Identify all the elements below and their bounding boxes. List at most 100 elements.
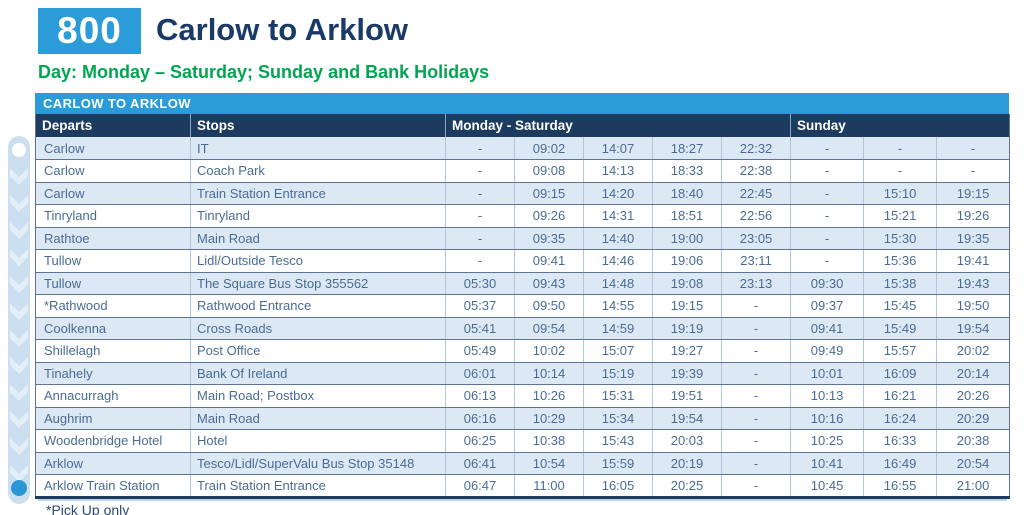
departs-cell: Tullow [35, 272, 191, 295]
monsat-time-cell: - [720, 452, 791, 475]
sunday-time-cell: - [863, 137, 937, 160]
monsat-time-cell: 06:13 [445, 384, 515, 408]
departs-cell: Aughrim [35, 407, 191, 430]
monsat-time-cell: 20:25 [652, 474, 722, 498]
stops-cell: Lidl/Outside Tesco [190, 249, 446, 273]
monsat-time-cell: 11:00 [514, 474, 584, 498]
monsat-time-cell: - [720, 339, 791, 363]
stops-cell: Tinryland [190, 204, 446, 228]
stops-cell: IT [190, 137, 446, 160]
monsat-time-cell: 19:51 [652, 384, 722, 408]
sunday-time-cell: - [790, 182, 864, 205]
sunday-time-cell: 16:33 [863, 429, 937, 453]
monsat-time-cell: 19:06 [652, 249, 722, 273]
stops-cell: Main Road; Postbox [190, 384, 446, 408]
monsat-time-cell: - [720, 429, 791, 453]
sunday-time-cell: 20:02 [936, 339, 1010, 363]
monsat-time-cell: - [445, 204, 515, 228]
sunday-time-cell: 20:26 [936, 384, 1010, 408]
departs-cell: Arklow Train Station [35, 474, 191, 498]
sunday-time-cell: 15:10 [863, 182, 937, 205]
monsat-time-cell: 19:00 [652, 227, 722, 250]
route-number-badge: 800 [38, 8, 141, 54]
timetable: CARLOW TO ARKLOW Departs Stops Monday - … [35, 93, 1011, 499]
ribbon-start-dot-icon [12, 143, 26, 157]
sunday-time-cell: 10:25 [790, 429, 864, 453]
departs-cell: Rathtoe [35, 227, 191, 250]
monsat-time-cell: 09:02 [514, 137, 584, 160]
sunday-time-cell: 10:01 [790, 362, 864, 385]
sunday-time-cell: 19:50 [936, 294, 1010, 318]
departs-cell: Arklow [35, 452, 191, 475]
monsat-time-cell: 14:55 [583, 294, 653, 318]
monsat-time-cell: 23:11 [720, 249, 791, 273]
monsat-time-cell: 14:59 [583, 317, 653, 340]
col-header-sunday: Sunday [790, 114, 1010, 137]
monsat-time-cell: 09:43 [514, 272, 584, 295]
table-row: Carlow Train Station Entrance -09:15 14:20 1… [35, 182, 1010, 205]
sunday-time-cell: 15:38 [863, 272, 937, 295]
sunday-time-cell: 19:26 [936, 204, 1010, 228]
sunday-time-cell: 09:41 [790, 317, 864, 340]
sunday-time-cell: 20:29 [936, 407, 1010, 430]
monsat-time-cell: 14:48 [583, 272, 653, 295]
monsat-time-cell: 19:15 [652, 294, 722, 318]
col-header-departs: Departs [35, 114, 191, 137]
sunday-time-cell: 20:38 [936, 429, 1010, 453]
departs-cell: Coolkenna [35, 317, 191, 340]
sunday-time-cell: 10:13 [790, 384, 864, 408]
sunday-time-cell: 16:21 [863, 384, 937, 408]
monsat-time-cell: 09:35 [514, 227, 584, 250]
sunday-time-cell: 10:16 [790, 407, 864, 430]
monsat-time-cell: 20:03 [652, 429, 722, 453]
stops-cell: Post Office [190, 339, 446, 363]
route-progress-ribbon [8, 136, 30, 504]
monsat-time-cell: 09:15 [514, 182, 584, 205]
monsat-time-cell: 06:01 [445, 362, 515, 385]
sunday-time-cell: 21:00 [936, 474, 1010, 498]
table-row: Carlow Coach Park -09:08 14:13 18:33 22:38- - - [35, 159, 1010, 183]
monsat-time-cell: - [445, 159, 515, 183]
departs-cell: Tullow [35, 249, 191, 273]
departs-cell: Tinryland [35, 204, 191, 228]
monsat-time-cell: 22:32 [720, 137, 791, 160]
sunday-time-cell: 15:49 [863, 317, 937, 340]
monsat-time-cell: 16:05 [583, 474, 653, 498]
monsat-time-cell: - [445, 182, 515, 205]
sunday-time-cell: - [790, 227, 864, 250]
pickup-footnote: *Pick Up only [46, 502, 130, 515]
monsat-time-cell: 05:49 [445, 339, 515, 363]
monsat-time-cell: 09:08 [514, 159, 584, 183]
sunday-time-cell: 10:41 [790, 452, 864, 475]
monsat-time-cell: 10:38 [514, 429, 584, 453]
monsat-time-cell: 10:54 [514, 452, 584, 475]
sunday-time-cell: 19:54 [936, 317, 1010, 340]
monsat-time-cell: 14:46 [583, 249, 653, 273]
sunday-time-cell: - [790, 159, 864, 183]
monsat-time-cell: 15:07 [583, 339, 653, 363]
sunday-time-cell: 16:24 [863, 407, 937, 430]
sunday-time-cell: 15:36 [863, 249, 937, 273]
monsat-time-cell: - [720, 384, 791, 408]
stops-cell: Train Station Entrance [190, 474, 446, 498]
day-operating-line: Day: Monday – Saturday; Sunday and Bank … [38, 62, 490, 82]
monsat-time-cell: 14:07 [583, 137, 653, 160]
monsat-time-cell: 22:38 [720, 159, 791, 183]
monsat-time-cell: - [720, 474, 791, 498]
ribbon-end-dot-icon [11, 480, 27, 496]
table-row: *Rathwood Rathwood Entrance 05:37 09:50 14:5… [35, 294, 1010, 318]
sunday-time-cell: 19:15 [936, 182, 1010, 205]
table-row: Arklow Train Station Train Station Entran… [35, 474, 1010, 498]
monsat-time-cell: 18:51 [652, 204, 722, 228]
monsat-time-cell: 14:20 [583, 182, 653, 205]
sunday-time-cell: 10:45 [790, 474, 864, 498]
monsat-time-cell: 06:41 [445, 452, 515, 475]
sunday-time-cell: 16:49 [863, 452, 937, 475]
monsat-time-cell: 14:31 [583, 204, 653, 228]
monsat-time-cell: - [445, 249, 515, 273]
sunday-time-cell: 19:35 [936, 227, 1010, 250]
stops-cell: Main Road [190, 227, 446, 250]
column-header-row: Departs Stops Monday - Saturday Sunday [35, 114, 1010, 137]
sunday-time-cell: 15:30 [863, 227, 937, 250]
